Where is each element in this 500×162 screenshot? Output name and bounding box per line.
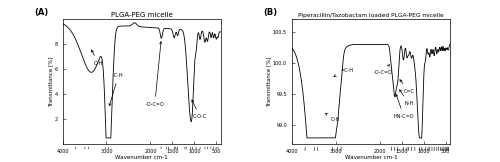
- Text: (B): (B): [264, 8, 278, 17]
- Y-axis label: Transmittance [%]: Transmittance [%]: [266, 57, 272, 107]
- Text: O-H: O-H: [326, 113, 340, 122]
- Text: -C-H: -C-H: [109, 73, 124, 106]
- Text: (A): (A): [34, 8, 48, 17]
- Text: O-H: O-H: [92, 50, 103, 66]
- Title: Piperacillin/Tazobactam loaded PLGA-PEG micelle: Piperacillin/Tazobactam loaded PLGA-PEG …: [298, 13, 444, 18]
- Title: PLGA-PEG micelle: PLGA-PEG micelle: [110, 12, 172, 18]
- Text: -O-C=O: -O-C=O: [374, 65, 392, 75]
- Y-axis label: Transmittance [%]: Transmittance [%]: [48, 57, 53, 107]
- Text: -O-C=O: -O-C=O: [146, 42, 164, 107]
- Text: N-H: N-H: [400, 90, 413, 106]
- X-axis label: Wavenumber cm-1: Wavenumber cm-1: [344, 155, 397, 160]
- Text: C-O-C: C-O-C: [192, 100, 207, 119]
- Text: =C-H: =C-H: [334, 68, 353, 77]
- Text: C=C: C=C: [400, 80, 414, 94]
- X-axis label: Wavenumber cm-1: Wavenumber cm-1: [116, 155, 168, 160]
- Text: HN-C=O: HN-C=O: [394, 94, 414, 119]
